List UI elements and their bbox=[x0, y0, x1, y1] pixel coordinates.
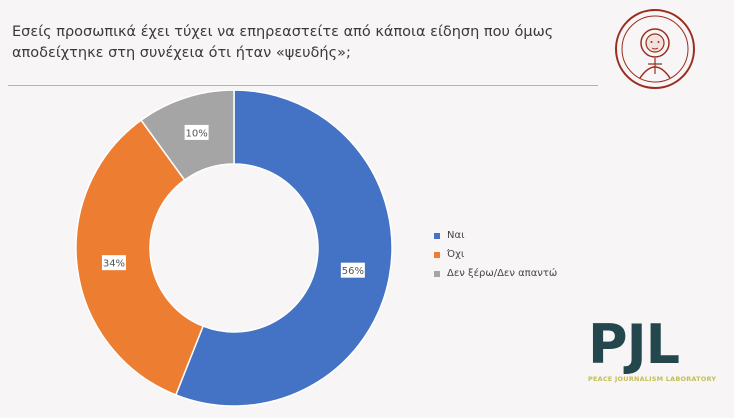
chart-panel: 56% 34% 10% bbox=[0, 89, 734, 414]
legend-item-dont-know: Δεν ξέρω/Δεν απαντώ bbox=[434, 264, 557, 283]
data-label-box-dont-know bbox=[184, 124, 209, 140]
donut-slice-yes bbox=[174, 89, 393, 407]
title-divider bbox=[8, 85, 598, 86]
legend-item-no: Όχι bbox=[434, 245, 557, 264]
donut-chart: 56% 34% 10% bbox=[75, 89, 393, 407]
data-label-no: 34% bbox=[101, 255, 126, 271]
donut-slice-no bbox=[75, 119, 205, 396]
data-label-yes: 56% bbox=[340, 262, 365, 278]
chart-legend: Ναι Όχι Δεν ξέρω/Δεν απαντώ bbox=[434, 226, 557, 283]
legend-label-yes: Ναι bbox=[447, 230, 465, 241]
data-label-dont-know: 10% bbox=[184, 124, 209, 140]
question-line-2: αποδείχτηκε στη συνέχεια ότι ήταν «ψευδή… bbox=[12, 45, 351, 61]
legend-swatch-dont-know bbox=[434, 270, 440, 277]
pjl-logo-subtitle: PEACE JOURNALISM LABORATORY bbox=[588, 375, 717, 383]
data-label-box-yes bbox=[340, 262, 365, 278]
legend-label-no: Όχι bbox=[447, 249, 465, 260]
question-line-1: Εσείς προσωπικά έχει τύχει να επηρεαστεί… bbox=[12, 24, 554, 40]
auth-seal-icon bbox=[615, 9, 695, 89]
data-label-text-dont-know: 10% bbox=[185, 128, 207, 139]
data-label-box-no bbox=[101, 255, 126, 271]
pjl-logo: PJL PEACE JOURNALISM LABORATORY bbox=[588, 313, 718, 384]
legend-swatch-yes bbox=[434, 232, 440, 239]
data-label-text-yes: 56% bbox=[342, 266, 364, 277]
pjl-logo-letters: PJL bbox=[588, 313, 680, 376]
legend-label-dont-know: Δεν ξέρω/Δεν απαντώ bbox=[447, 268, 558, 279]
legend-item-yes: Ναι bbox=[434, 226, 557, 245]
question-text: Εσείς προσωπικά έχει τύχει να επηρεαστεί… bbox=[12, 22, 592, 64]
legend-swatch-no bbox=[434, 251, 440, 258]
data-label-text-no: 34% bbox=[103, 259, 125, 270]
